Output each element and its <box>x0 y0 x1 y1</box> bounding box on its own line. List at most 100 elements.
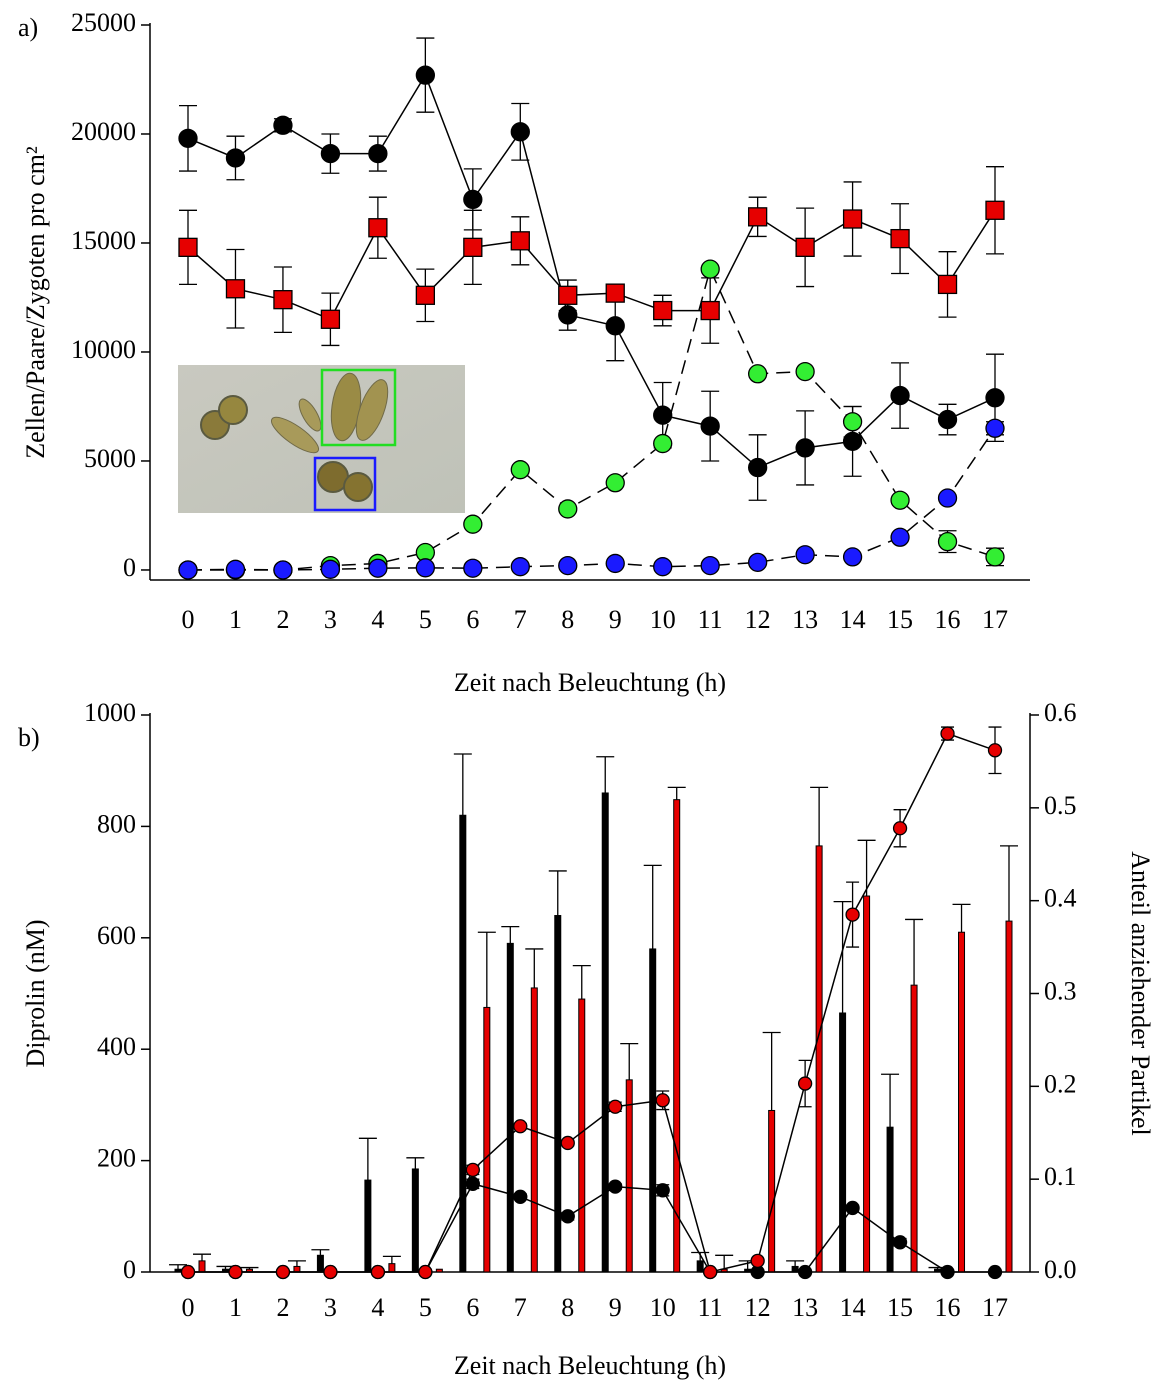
bar <box>483 1006 491 1273</box>
error-bar <box>382 1255 401 1264</box>
bar <box>910 984 918 1273</box>
panel-label: a) <box>18 13 38 42</box>
marker <box>890 490 910 510</box>
marker <box>795 237 815 257</box>
x-tick-label: 7 <box>514 1293 527 1322</box>
y-tick-label: 15000 <box>71 226 136 255</box>
marker <box>225 279 246 299</box>
x-tick-label: 10 <box>650 1293 676 1322</box>
x-tick-label: 16 <box>935 605 961 634</box>
marker <box>510 231 530 251</box>
error-bar <box>810 786 829 846</box>
marker <box>558 555 578 576</box>
marker <box>418 1264 433 1280</box>
y2-tick-label: 0.6 <box>1044 698 1077 727</box>
bar <box>435 1268 443 1273</box>
bar <box>958 931 966 1273</box>
error-bar <box>358 1137 377 1181</box>
marker <box>605 316 625 336</box>
marker <box>368 218 388 238</box>
marker <box>937 488 958 508</box>
x-tick-label: 9 <box>609 605 622 634</box>
marker <box>178 560 198 580</box>
error-bar <box>1000 845 1018 922</box>
y2-tick-label: 0.5 <box>1044 791 1077 820</box>
x-tick-label: 4 <box>371 605 384 634</box>
x-tick-label: 5 <box>419 1293 432 1322</box>
bar <box>839 1012 847 1273</box>
marker <box>795 361 815 382</box>
marker <box>655 1183 670 1198</box>
y-tick-label: 25000 <box>71 8 136 37</box>
error-bar <box>477 931 496 1008</box>
error-bar <box>193 1253 211 1261</box>
y-tick-label: 600 <box>97 921 136 950</box>
y-axis-label: Diprolin (nM) <box>21 919 50 1067</box>
x-tick-label: 1 <box>229 605 242 634</box>
marker <box>323 1264 338 1280</box>
x-tick-label: 6 <box>466 605 479 634</box>
x-axis-label: Zeit nach Beleuchtung (h) <box>454 1351 726 1380</box>
marker <box>937 274 958 295</box>
marker <box>273 115 293 135</box>
error-bar <box>501 926 520 944</box>
marker <box>320 559 341 579</box>
marker <box>560 1209 575 1224</box>
x-tick-label: 5 <box>419 605 432 634</box>
series-line <box>188 1182 995 1273</box>
marker <box>655 1093 670 1108</box>
marker <box>940 1264 955 1280</box>
x-tick-label: 4 <box>371 1293 384 1322</box>
y-tick-label: 5000 <box>84 444 136 473</box>
marker <box>513 1189 528 1204</box>
bar <box>578 998 586 1273</box>
marker <box>700 555 720 576</box>
error-bar <box>643 864 662 949</box>
bar <box>554 915 562 1273</box>
marker <box>845 907 860 922</box>
marker <box>842 547 863 567</box>
y2-axis-label: Anteil anziehender Partikel <box>1126 851 1155 1135</box>
bar <box>293 1265 301 1273</box>
bar <box>1005 920 1013 1273</box>
x-tick-label: 3 <box>324 1293 337 1322</box>
error-bar <box>857 839 876 897</box>
bar <box>364 1179 372 1273</box>
x-tick-label: 14 <box>840 605 866 634</box>
marker <box>890 527 910 547</box>
marker <box>605 283 625 303</box>
marker <box>415 558 436 578</box>
marker <box>415 285 436 305</box>
x-tick-label: 13 <box>792 1293 818 1322</box>
bar <box>506 942 514 1273</box>
error-bar <box>881 1073 900 1128</box>
marker <box>463 237 483 257</box>
error-bar <box>572 965 591 1000</box>
marker <box>608 1099 623 1114</box>
y-tick-label: 0 <box>123 1255 136 1284</box>
x-tick-label: 3 <box>324 605 337 634</box>
bar <box>459 814 467 1273</box>
marker <box>608 1179 623 1194</box>
marker <box>273 290 293 310</box>
marker <box>797 1076 813 1091</box>
marker <box>795 545 815 565</box>
x-tick-label: 17 <box>982 1293 1008 1322</box>
error-bar <box>905 918 924 986</box>
marker <box>940 726 955 741</box>
marker <box>273 560 293 580</box>
error-bar <box>311 1249 330 1256</box>
x-tick-label: 12 <box>745 605 771 634</box>
marker <box>558 499 578 519</box>
bar <box>791 1265 799 1273</box>
marker <box>750 1253 765 1269</box>
marker <box>842 209 863 229</box>
panel-label: b) <box>18 723 40 752</box>
marker <box>985 418 1005 438</box>
x-axis-label: Zeit nach Beleuchtung (h) <box>454 668 726 697</box>
error-bar <box>406 1157 425 1169</box>
bar <box>649 948 657 1273</box>
marker <box>653 300 673 321</box>
bar <box>316 1254 324 1273</box>
bar <box>625 1079 633 1273</box>
